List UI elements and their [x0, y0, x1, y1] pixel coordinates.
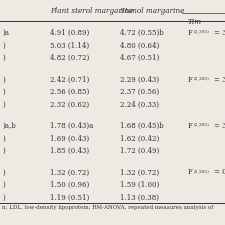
Text: 4.72 (0.55)b: 4.72 (0.55)b — [120, 29, 164, 37]
Text: 2.24 (0.33): 2.24 (0.33) — [120, 101, 159, 108]
Text: ): ) — [2, 194, 5, 202]
Text: = 3.358: = 3.358 — [214, 122, 225, 130]
Text: ): ) — [2, 147, 5, 155]
Text: 2.29 (0.43): 2.29 (0.43) — [120, 76, 159, 83]
Text: 5.03 (1.14): 5.03 (1.14) — [50, 41, 89, 50]
Text: Stanol margarine: Stanol margarine — [120, 7, 184, 15]
Text: ): ) — [2, 101, 5, 108]
Text: = 0.074: = 0.074 — [214, 169, 225, 176]
Text: Tim: Tim — [188, 18, 202, 26]
Text: 1.78 (0.43)a: 1.78 (0.43)a — [50, 122, 93, 130]
Text: 2.56 (0.85): 2.56 (0.85) — [50, 88, 89, 96]
Text: (2,305): (2,305) — [194, 169, 209, 173]
Text: = 3.086: = 3.086 — [214, 76, 225, 83]
Text: = 3.481: = 3.481 — [214, 29, 225, 37]
Text: ): ) — [2, 169, 5, 176]
Text: (2,305): (2,305) — [194, 76, 209, 80]
Text: ): ) — [2, 88, 5, 96]
Text: 1.69 (0.43): 1.69 (0.43) — [50, 135, 89, 142]
Text: ): ) — [2, 135, 5, 142]
Text: 1.32 (0.72): 1.32 (0.72) — [120, 169, 159, 176]
Text: (2,305): (2,305) — [194, 29, 209, 34]
Text: ): ) — [2, 41, 5, 50]
Text: n; LDL, low-density lipoprotein; RM-ANOVA, repeated measures analysis of: n; LDL, low-density lipoprotein; RM-ANOV… — [2, 205, 213, 210]
Text: Plant sterol margarine: Plant sterol margarine — [50, 7, 133, 15]
Text: (2,305): (2,305) — [194, 122, 209, 126]
Text: 1.19 (0.51): 1.19 (0.51) — [50, 194, 89, 202]
Text: 4.67 (0.51): 4.67 (0.51) — [120, 54, 159, 62]
Text: F: F — [188, 122, 193, 130]
Text: 2.42 (0.71): 2.42 (0.71) — [50, 76, 89, 83]
Text: 4.80 (0.64): 4.80 (0.64) — [120, 41, 159, 50]
Text: ): ) — [2, 181, 5, 189]
Text: 1.68 (0.45)b: 1.68 (0.45)b — [120, 122, 164, 130]
Text: 2.37 (0.56): 2.37 (0.56) — [120, 88, 159, 96]
Text: 2.32 (0.62): 2.32 (0.62) — [50, 101, 89, 108]
Text: 1.50 (0.96): 1.50 (0.96) — [50, 181, 89, 189]
Text: 1.72 (0.49): 1.72 (0.49) — [120, 147, 159, 155]
Text: F: F — [188, 29, 193, 37]
Text: 1.85 (0.43): 1.85 (0.43) — [50, 147, 89, 155]
Text: 4.82 (0.72): 4.82 (0.72) — [50, 54, 89, 62]
Text: ): ) — [2, 54, 5, 62]
Text: )a: )a — [2, 29, 9, 37]
Text: ): ) — [2, 76, 5, 83]
Text: 1.62 (0.42): 1.62 (0.42) — [120, 135, 159, 142]
Text: 1.13 (0.38): 1.13 (0.38) — [120, 194, 159, 202]
Text: )a,b: )a,b — [2, 122, 16, 130]
Text: F: F — [188, 76, 193, 83]
Text: 1.59 (1.00): 1.59 (1.00) — [120, 181, 159, 189]
Text: F: F — [188, 169, 193, 176]
Text: 1.32 (0.72): 1.32 (0.72) — [50, 169, 89, 176]
Text: 4.91 (0.89): 4.91 (0.89) — [50, 29, 89, 37]
